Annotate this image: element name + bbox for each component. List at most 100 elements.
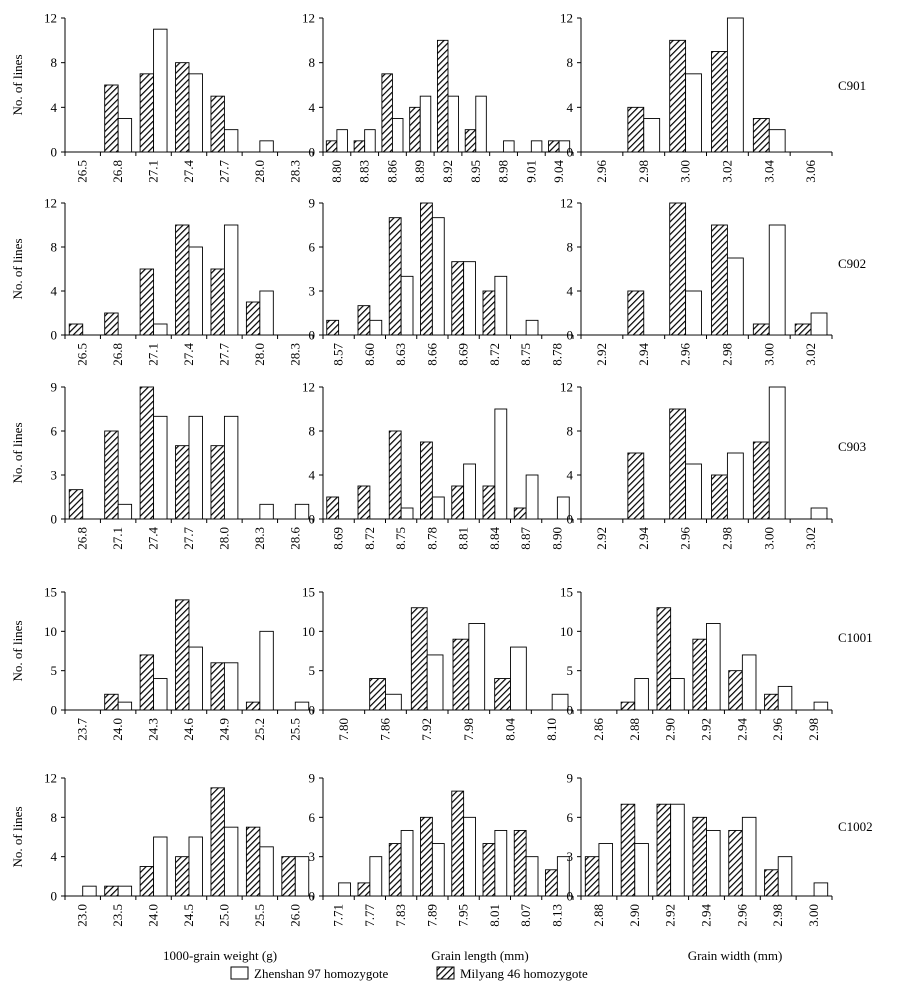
y-tick-label: 4 bbox=[51, 100, 58, 115]
y-tick-label: 9 bbox=[51, 380, 58, 395]
bar-milyang bbox=[452, 638, 470, 711]
legend-swatch-zhenshan bbox=[230, 966, 249, 980]
bar-milyang bbox=[388, 430, 402, 520]
x-tick-label: 26.0 bbox=[287, 904, 302, 927]
bar-zhenshan bbox=[385, 693, 402, 711]
y-tick-label: 6 bbox=[309, 240, 316, 255]
x-tick-label: 2.90 bbox=[627, 904, 642, 927]
x-tick-label: 2.86 bbox=[591, 718, 606, 741]
bar-milyang bbox=[175, 599, 190, 711]
bar-milyang bbox=[728, 670, 743, 711]
x-tick-label: 7.92 bbox=[419, 718, 434, 741]
bar-zhenshan bbox=[447, 95, 460, 153]
bar-milyang bbox=[175, 62, 190, 153]
bar-zhenshan bbox=[259, 846, 274, 897]
bar-zhenshan bbox=[551, 693, 569, 711]
x-tick-label: 25.2 bbox=[252, 718, 267, 741]
bar-zhenshan bbox=[685, 290, 702, 336]
x-tick-label: 2.96 bbox=[734, 904, 749, 927]
x-tick-label: 8.78 bbox=[424, 527, 439, 550]
bar-zhenshan bbox=[153, 415, 168, 520]
y-tick-label: 8 bbox=[309, 424, 316, 439]
y-tick-label: 8 bbox=[309, 55, 316, 70]
bar-zhenshan bbox=[117, 701, 133, 711]
x-tick-label: 2.88 bbox=[627, 718, 642, 741]
x-tick-label: 8.87 bbox=[518, 527, 533, 550]
bar-milyang bbox=[357, 485, 371, 520]
y-tick-label: 12 bbox=[560, 196, 573, 211]
legend-swatch-milyang bbox=[436, 966, 455, 980]
bar-zhenshan bbox=[223, 826, 239, 897]
x-tick-label: 3.02 bbox=[803, 343, 818, 366]
x-tick-label: 2.98 bbox=[806, 718, 821, 741]
bar-zhenshan bbox=[525, 319, 539, 336]
bar-zhenshan bbox=[706, 829, 721, 897]
panel-1-1: 0 4 8 12 No. of lines 26.5 26.8 27.1 27.4 27.7 28.… bbox=[10, 11, 314, 183]
y-tick-label: 3 bbox=[309, 849, 316, 864]
bar-zhenshan bbox=[556, 496, 570, 520]
y-tick-label: 0 bbox=[567, 889, 574, 904]
x-tick-label: 2.92 bbox=[594, 343, 609, 366]
x-tick-label: 8.83 bbox=[357, 160, 372, 183]
bar-milyang bbox=[451, 790, 465, 897]
bar-zhenshan bbox=[400, 829, 414, 897]
y-tick-label: 9 bbox=[309, 196, 316, 211]
bar-zhenshan bbox=[188, 646, 203, 711]
bar-zhenshan bbox=[431, 496, 445, 520]
x-tick-label: 8.84 bbox=[487, 527, 502, 550]
bar-zhenshan bbox=[726, 452, 744, 520]
panel-4-2: 0 5 10 15 7.80 7.86 7.92 7.98 8.04 8.10 bbox=[302, 585, 574, 741]
x-tick-label: 9.01 bbox=[523, 160, 538, 183]
bar-milyang bbox=[545, 869, 558, 897]
y-tick-label: 12 bbox=[44, 771, 57, 786]
x-tick-label: 2.94 bbox=[636, 527, 651, 550]
x-tick-label: 2.96 bbox=[678, 527, 693, 550]
y-tick-label: 15 bbox=[44, 585, 57, 600]
bar-zhenshan bbox=[117, 885, 133, 897]
y-tick-label: 0 bbox=[51, 512, 58, 527]
bar-milyang bbox=[68, 323, 84, 336]
x-tick-label: 2.94 bbox=[636, 343, 651, 366]
bar-zhenshan bbox=[117, 118, 133, 153]
bar-milyang bbox=[281, 856, 296, 897]
x-tick-label: 24.0 bbox=[110, 718, 125, 741]
bar-zhenshan bbox=[494, 275, 508, 336]
bar-milyang bbox=[210, 787, 225, 897]
x-tick-label: 8.63 bbox=[393, 343, 408, 366]
bar-zhenshan bbox=[294, 856, 310, 897]
y-axis-title: No. of lines bbox=[10, 620, 25, 681]
xlabel-weight: 1000-grain weight (g) bbox=[163, 948, 277, 963]
bar-milyang bbox=[752, 118, 770, 153]
y-tick-label: 0 bbox=[309, 889, 316, 904]
y-tick-label: 12 bbox=[560, 11, 573, 26]
x-tick-label: 2.92 bbox=[594, 527, 609, 550]
y-tick-label: 15 bbox=[302, 585, 315, 600]
panel-2-1: 0 4 8 12 No. of lines 26.5 26.8 27.1 27.4 27.7 28.… bbox=[10, 196, 314, 366]
y-tick-label: 0 bbox=[51, 889, 58, 904]
panel-5-3: 0 3 6 9 2.88 2.90 2.92 2.94 2.96 2.98 3.00 bbox=[567, 771, 833, 927]
x-tick-label: 28.0 bbox=[252, 160, 267, 183]
y-tick-label: 6 bbox=[51, 424, 58, 439]
y-tick-label: 0 bbox=[309, 145, 316, 160]
y-tick-label: 4 bbox=[51, 284, 58, 299]
x-tick-label: 8.75 bbox=[518, 343, 533, 366]
bar-milyang bbox=[728, 829, 743, 897]
x-tick-label: 27.4 bbox=[181, 160, 196, 183]
bar-milyang bbox=[104, 693, 119, 711]
y-tick-label: 9 bbox=[309, 771, 316, 786]
y-tick-label: 12 bbox=[560, 380, 573, 395]
x-tick-label: 2.92 bbox=[663, 904, 678, 927]
x-tick-label: 2.96 bbox=[594, 160, 609, 183]
bar-milyang bbox=[245, 701, 261, 711]
panel-2-2: 0 3 6 9 8.57 8.60 8.63 8.66 8.69 8.72 8.75 8.78 bbox=[309, 196, 574, 366]
bar-milyang bbox=[139, 386, 155, 520]
bar-zhenshan bbox=[726, 17, 744, 153]
bar-zhenshan bbox=[259, 630, 274, 711]
x-tick-label: 24.6 bbox=[181, 718, 196, 741]
legend-label-milyang: Milyang 46 homozygote bbox=[460, 966, 588, 981]
bar-zhenshan bbox=[768, 129, 786, 153]
y-tick-label: 3 bbox=[567, 849, 574, 864]
y-tick-label: 4 bbox=[309, 468, 316, 483]
y-tick-label: 10 bbox=[560, 624, 573, 639]
